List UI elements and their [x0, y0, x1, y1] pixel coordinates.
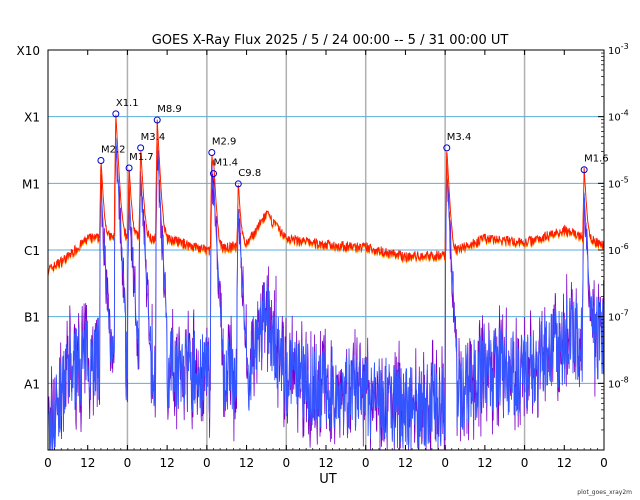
- short-wavelength-line: [47, 138, 605, 451]
- x-tick-label: 0: [521, 456, 529, 470]
- flare-marker: [153, 116, 161, 124]
- flare-marker: [112, 110, 120, 118]
- flare-label: M3.4: [141, 132, 166, 143]
- series-layer: [47, 114, 605, 451]
- long-wavelength-line: [47, 114, 605, 276]
- flare-marker: [209, 170, 217, 178]
- y-right-label-exponent: -7: [621, 309, 629, 318]
- x-tick-label: 12: [318, 456, 333, 470]
- flare-marker: [580, 166, 588, 174]
- x-tick-label: 12: [239, 456, 254, 470]
- y-class-label: X10: [17, 44, 41, 58]
- x-tick-label: 0: [362, 456, 370, 470]
- flare-marker: [97, 157, 105, 165]
- x-tick-label: 12: [477, 456, 492, 470]
- x-tick-label: 0: [282, 456, 290, 470]
- y-class-label: C1: [24, 244, 40, 258]
- flare-label: X1.1: [116, 98, 139, 109]
- x-tick-label: 12: [398, 456, 413, 470]
- x-tick-label: 12: [80, 456, 95, 470]
- y-right-label-exponent: -5: [621, 175, 629, 184]
- flare-label: M2.9: [212, 137, 237, 148]
- flare-label: M8.9: [157, 104, 182, 115]
- flare-marker: [234, 180, 242, 188]
- y-right-label-exponent: -3: [621, 42, 629, 51]
- flare-markers: M2.2 X1.1 M1.7 M3.4 M8.9 M2.9 M1.4C9.8 M3.4 M1.6: [97, 98, 609, 188]
- x-tick-label: 0: [441, 456, 449, 470]
- x-tick-label: 0: [203, 456, 211, 470]
- x-tick-label: 0: [600, 456, 608, 470]
- flare-marker: [208, 149, 216, 157]
- y-right-label: 10-7: [608, 309, 629, 324]
- y-class-label: B1: [24, 311, 40, 325]
- y-right-label: 10-6: [608, 242, 629, 257]
- axis-layer: 0 12 0 12 0 12 0 12 0 12 0 12 0 12 0 X10 X1 M1 C1 B1 A1 10-3 1…: [17, 42, 629, 470]
- flare-label: M3.4: [447, 132, 472, 143]
- y-right-label: 10-8: [608, 375, 629, 390]
- x-tick-label: 12: [557, 456, 572, 470]
- flare-marker: [125, 164, 133, 172]
- flare-label: M1.6: [584, 154, 609, 165]
- flare-marker: [443, 144, 451, 152]
- y-right-label: 10-4: [608, 109, 629, 124]
- x-tick-label: 0: [124, 456, 132, 470]
- flare-label: C9.8: [238, 168, 261, 179]
- x-tick-label: 0: [44, 456, 52, 470]
- y-right-label-exponent: -6: [621, 242, 629, 251]
- y-right-label: 10-3: [608, 42, 629, 57]
- y-right-label: 10-5: [608, 175, 629, 190]
- y-right-label-exponent: -8: [621, 375, 629, 384]
- flare-label: M1.4: [213, 158, 238, 169]
- flare-label: M2.2: [101, 145, 126, 156]
- flare-label: M1.7: [129, 152, 154, 163]
- flare-marker: [137, 144, 145, 152]
- chart-title: GOES X-Ray Flux 2025 / 5 / 24 00:00 -- 5…: [152, 33, 509, 48]
- x-tick-label: 12: [160, 456, 175, 470]
- y-right-label-exponent: -4: [621, 109, 629, 118]
- footer-note: plot_goes_xray2m: [577, 489, 632, 496]
- y-class-label: A1: [24, 377, 40, 391]
- y-class-label: X1: [24, 111, 40, 125]
- y-class-label: M1: [22, 177, 40, 191]
- x-axis-label: UT: [319, 472, 337, 487]
